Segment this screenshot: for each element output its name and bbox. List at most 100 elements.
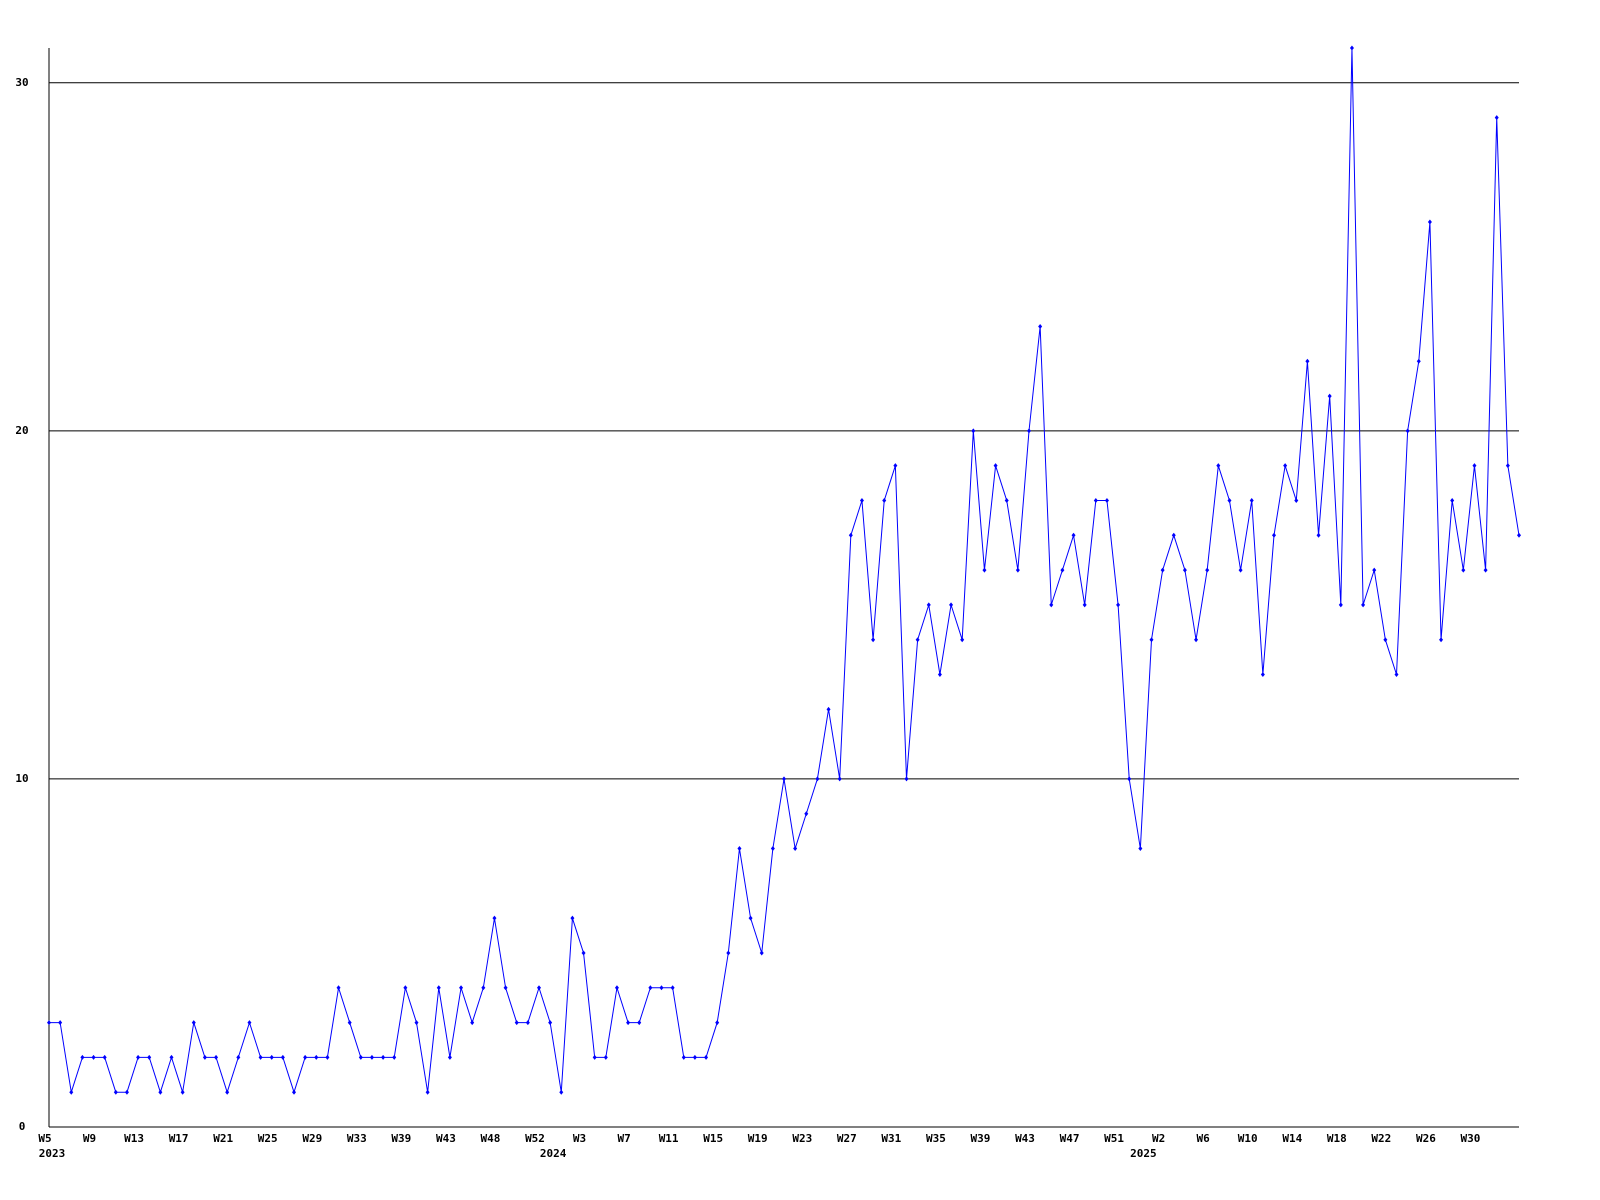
x-tick-label: W15	[703, 1132, 723, 1145]
data-point	[436, 985, 441, 991]
data-point	[659, 985, 664, 991]
data-point	[1116, 602, 1121, 608]
x-tick-label: W13	[124, 1132, 144, 1145]
data-point	[314, 1054, 319, 1060]
data-point	[1104, 497, 1109, 503]
data-point	[503, 985, 508, 991]
x-tick-label: W25	[258, 1132, 278, 1145]
data-point	[670, 985, 675, 991]
data-point	[759, 950, 764, 956]
data-point	[280, 1054, 285, 1060]
x-tick-label: W21	[213, 1132, 233, 1145]
data-point	[269, 1054, 274, 1060]
data-point	[871, 637, 876, 643]
data-point	[782, 776, 786, 782]
data-point	[570, 915, 575, 921]
data-point	[1472, 463, 1477, 469]
data-point	[826, 706, 831, 712]
data-point	[1349, 45, 1354, 51]
data-point	[793, 846, 798, 852]
data-point	[236, 1054, 241, 1060]
data-point	[937, 672, 942, 678]
x-tick-label: W33	[347, 1132, 367, 1145]
year-label: 2024	[540, 1147, 567, 1160]
data-point	[1194, 637, 1199, 643]
data-point	[1272, 532, 1276, 538]
data-point	[614, 985, 619, 991]
data-point	[258, 1054, 263, 1060]
data-point	[815, 776, 820, 782]
data-point	[1305, 358, 1310, 364]
data-point	[1182, 567, 1187, 573]
y-tick-label: 10	[15, 772, 28, 785]
data-point	[247, 1020, 252, 1026]
data-point	[737, 846, 742, 852]
data-point	[459, 985, 464, 991]
x-tick-label: W7	[617, 1132, 630, 1145]
data-point	[1427, 219, 1432, 225]
data-point	[1361, 602, 1366, 608]
data-point	[191, 1020, 196, 1026]
data-point	[1416, 358, 1421, 364]
x-tick-label: W43	[1015, 1132, 1035, 1145]
x-tick-label: W30	[1461, 1132, 1481, 1145]
x-tick-label: W11	[659, 1132, 679, 1145]
data-point	[748, 915, 753, 921]
x-tick-label: W26	[1416, 1132, 1436, 1145]
series-line	[49, 47, 1520, 1094]
x-tick-label: W18	[1327, 1132, 1347, 1145]
data-point	[1249, 497, 1254, 503]
data-point	[1027, 428, 1031, 434]
x-tick-label: W39	[391, 1132, 411, 1145]
data-point	[369, 1054, 374, 1060]
x-tick-label: W6	[1197, 1132, 1211, 1145]
data-point	[1494, 115, 1499, 121]
data-point	[548, 1020, 553, 1026]
data-point	[882, 497, 887, 503]
data-point	[80, 1054, 85, 1060]
data-point	[715, 1020, 720, 1026]
data-point	[559, 1089, 564, 1095]
data-point	[949, 602, 954, 608]
data-point	[1283, 463, 1288, 469]
data-point	[1405, 428, 1410, 434]
data-point	[603, 1054, 608, 1060]
data-point	[481, 985, 486, 991]
y-tick-label: 0	[19, 1120, 26, 1133]
data-point	[1160, 567, 1165, 573]
data-point	[1205, 567, 1210, 573]
data-point	[592, 1054, 597, 1060]
data-point	[837, 776, 842, 782]
data-point	[1338, 602, 1343, 608]
data-point	[971, 428, 976, 434]
data-point	[1260, 672, 1265, 678]
data-point	[537, 985, 541, 991]
data-point	[214, 1054, 219, 1060]
data-point	[525, 1020, 530, 1026]
x-tick-label: W52	[525, 1132, 545, 1145]
data-point	[960, 637, 965, 643]
data-point	[1060, 567, 1065, 573]
data-point	[848, 532, 853, 538]
data-point	[1093, 497, 1098, 503]
data-point	[1505, 463, 1510, 469]
data-point	[893, 463, 898, 469]
data-point	[347, 1020, 352, 1026]
y-tick-label: 20	[15, 424, 28, 437]
data-point	[225, 1089, 230, 1095]
x-tick-label: W27	[837, 1132, 857, 1145]
x-tick-label: W2	[1152, 1132, 1165, 1145]
data-point	[626, 1020, 631, 1026]
data-point	[993, 463, 998, 469]
data-point	[47, 1020, 51, 1026]
year-label: 2023	[39, 1147, 66, 1160]
data-point	[1327, 393, 1332, 399]
x-tick-label: W31	[881, 1132, 901, 1145]
data-point	[447, 1054, 452, 1060]
data-point	[1038, 323, 1043, 329]
data-point	[1372, 567, 1377, 573]
data-point	[1383, 637, 1388, 643]
x-tick-label: W9	[83, 1132, 96, 1145]
data-point	[358, 1054, 363, 1060]
data-point	[492, 915, 497, 921]
